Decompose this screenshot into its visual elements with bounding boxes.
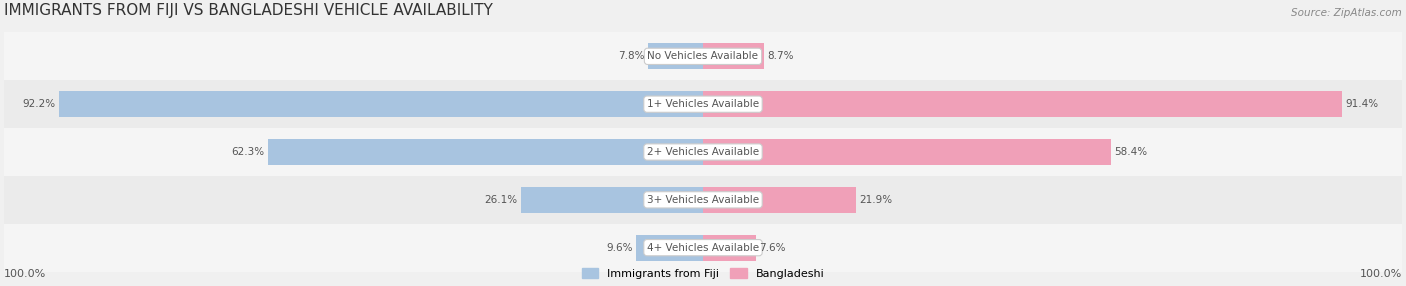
Text: 92.2%: 92.2% — [22, 99, 55, 109]
Text: 9.6%: 9.6% — [606, 243, 633, 253]
Text: 3+ Vehicles Available: 3+ Vehicles Available — [647, 195, 759, 205]
Text: 4+ Vehicles Available: 4+ Vehicles Available — [647, 243, 759, 253]
Text: 62.3%: 62.3% — [231, 147, 264, 157]
Bar — [520, 187, 703, 213]
Bar — [4, 224, 1402, 272]
Bar — [59, 91, 703, 117]
Bar — [703, 43, 763, 69]
Bar — [703, 139, 1111, 165]
Text: 7.6%: 7.6% — [759, 243, 786, 253]
Text: Source: ZipAtlas.com: Source: ZipAtlas.com — [1291, 8, 1402, 18]
Bar — [4, 128, 1402, 176]
Text: 8.7%: 8.7% — [768, 51, 794, 61]
Bar — [636, 235, 703, 261]
Text: 2+ Vehicles Available: 2+ Vehicles Available — [647, 147, 759, 157]
Bar — [4, 32, 1402, 80]
Bar — [4, 80, 1402, 128]
Bar — [703, 235, 756, 261]
Text: 58.4%: 58.4% — [1115, 147, 1147, 157]
Text: 21.9%: 21.9% — [859, 195, 893, 205]
Text: 100.0%: 100.0% — [1360, 269, 1402, 279]
Bar — [703, 187, 856, 213]
Bar — [648, 43, 703, 69]
Bar — [4, 176, 1402, 224]
Text: 1+ Vehicles Available: 1+ Vehicles Available — [647, 99, 759, 109]
Bar — [267, 139, 703, 165]
Text: No Vehicles Available: No Vehicles Available — [648, 51, 758, 61]
Text: 100.0%: 100.0% — [4, 269, 46, 279]
Text: IMMIGRANTS FROM FIJI VS BANGLADESHI VEHICLE AVAILABILITY: IMMIGRANTS FROM FIJI VS BANGLADESHI VEHI… — [4, 3, 494, 18]
Text: 91.4%: 91.4% — [1346, 99, 1378, 109]
Bar — [703, 91, 1341, 117]
Legend: Immigrants from Fiji, Bangladeshi: Immigrants from Fiji, Bangladeshi — [576, 264, 830, 283]
Text: 26.1%: 26.1% — [484, 195, 517, 205]
Text: 7.8%: 7.8% — [619, 51, 645, 61]
